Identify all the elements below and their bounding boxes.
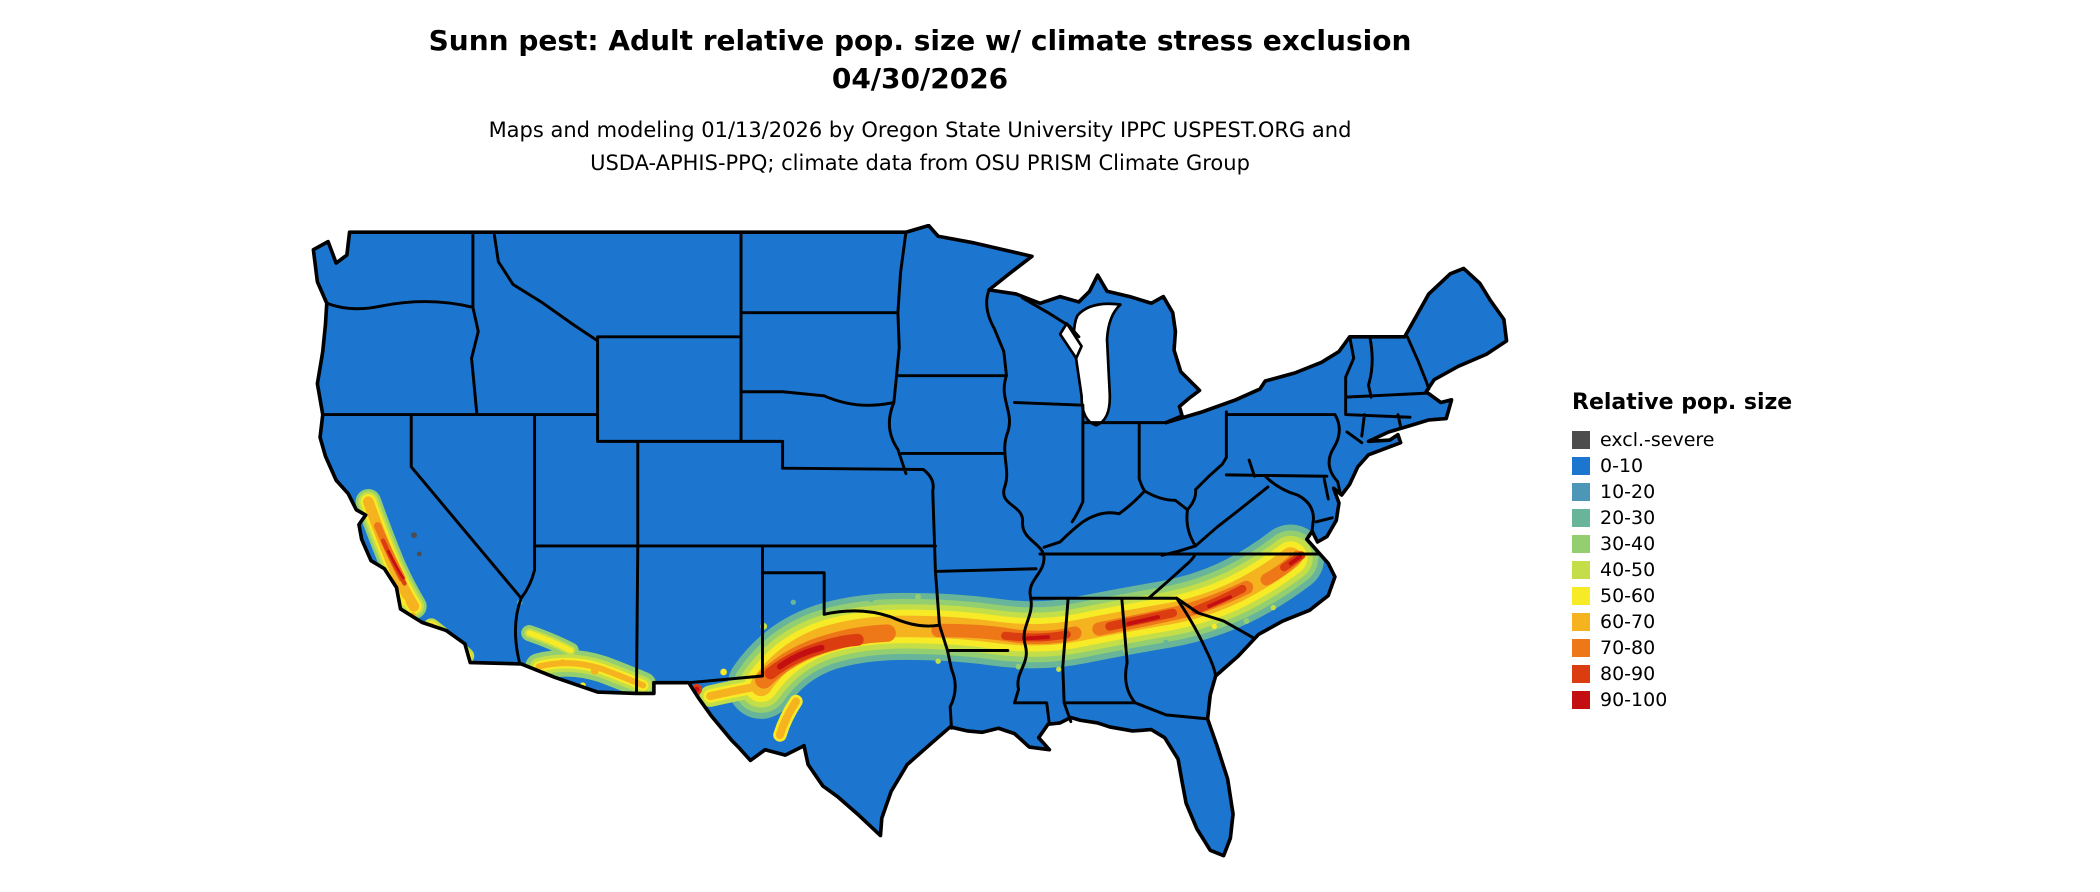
legend-swatch <box>1572 587 1590 605</box>
legend-row: 30-40 <box>1572 531 1792 557</box>
legend-swatch <box>1572 535 1590 553</box>
legend-row: 10-20 <box>1572 479 1792 505</box>
legend-swatch <box>1572 639 1590 657</box>
legend-swatch <box>1572 483 1590 501</box>
legend-label: 70-80 <box>1600 636 1656 659</box>
map-title-date: 04/30/2026 <box>831 62 1009 95</box>
us-map-container <box>308 224 1528 888</box>
legend-label: 50-60 <box>1600 584 1656 607</box>
legend-label: 30-40 <box>1600 532 1656 555</box>
heat-class-90-100 <box>387 549 1303 670</box>
legend-row: 60-70 <box>1572 609 1792 635</box>
legend-swatch <box>1572 509 1590 527</box>
legend-swatch <box>1572 691 1590 709</box>
map-legend: Relative pop. size excl.-severe 0-10 10-… <box>1572 390 1792 713</box>
legend-row: 20-30 <box>1572 505 1792 531</box>
map-subtitle-line1: Maps and modeling 01/13/2026 by Oregon S… <box>488 118 1352 142</box>
legend-swatch <box>1572 457 1590 475</box>
legend-label: 60-70 <box>1600 610 1656 633</box>
heat-speckles-30-40 <box>915 593 1250 670</box>
legend-label: excl.-severe <box>1600 428 1715 451</box>
figure-header: Sunn pest: Adult relative pop. size w/ c… <box>0 22 1840 180</box>
us-outline <box>311 224 1509 858</box>
heat-speckles-20-30 <box>517 596 1169 646</box>
legend-swatch <box>1572 431 1590 449</box>
map-title-line1: Sunn pest: Adult relative pop. size w/ c… <box>428 24 1412 57</box>
state-borders <box>321 230 1431 730</box>
legend-label: 20-30 <box>1600 506 1656 529</box>
legend-label: 0-10 <box>1600 454 1644 477</box>
heat-excluded-severe-patches <box>410 532 422 557</box>
legend-row: 0-10 <box>1572 453 1792 479</box>
legend-row: excl.-severe <box>1572 427 1792 453</box>
green-bay <box>1058 322 1083 360</box>
legend-label: 40-50 <box>1600 558 1656 581</box>
map-subtitle-line2: USDA-APHIS-PPQ; climate data from OSU PR… <box>590 151 1250 175</box>
legend-label: 90-100 <box>1600 688 1668 711</box>
legend-title: Relative pop. size <box>1572 390 1793 415</box>
heat-overlay <box>355 488 1325 742</box>
legend-row: 90-100 <box>1572 687 1792 713</box>
legend-row: 50-60 <box>1572 583 1792 609</box>
us-map <box>311 224 1509 858</box>
legend-row: 80-90 <box>1572 661 1792 687</box>
legend-row: 40-50 <box>1572 557 1792 583</box>
legend-swatch <box>1572 665 1590 683</box>
legend-row: 70-80 <box>1572 635 1792 661</box>
legend-swatch <box>1572 613 1590 631</box>
legend-label: 80-90 <box>1600 662 1656 685</box>
legend-label: 10-20 <box>1600 480 1656 503</box>
legend-swatch <box>1572 561 1590 579</box>
map-subtitle: Maps and modeling 01/13/2026 by Oregon S… <box>0 114 1840 180</box>
